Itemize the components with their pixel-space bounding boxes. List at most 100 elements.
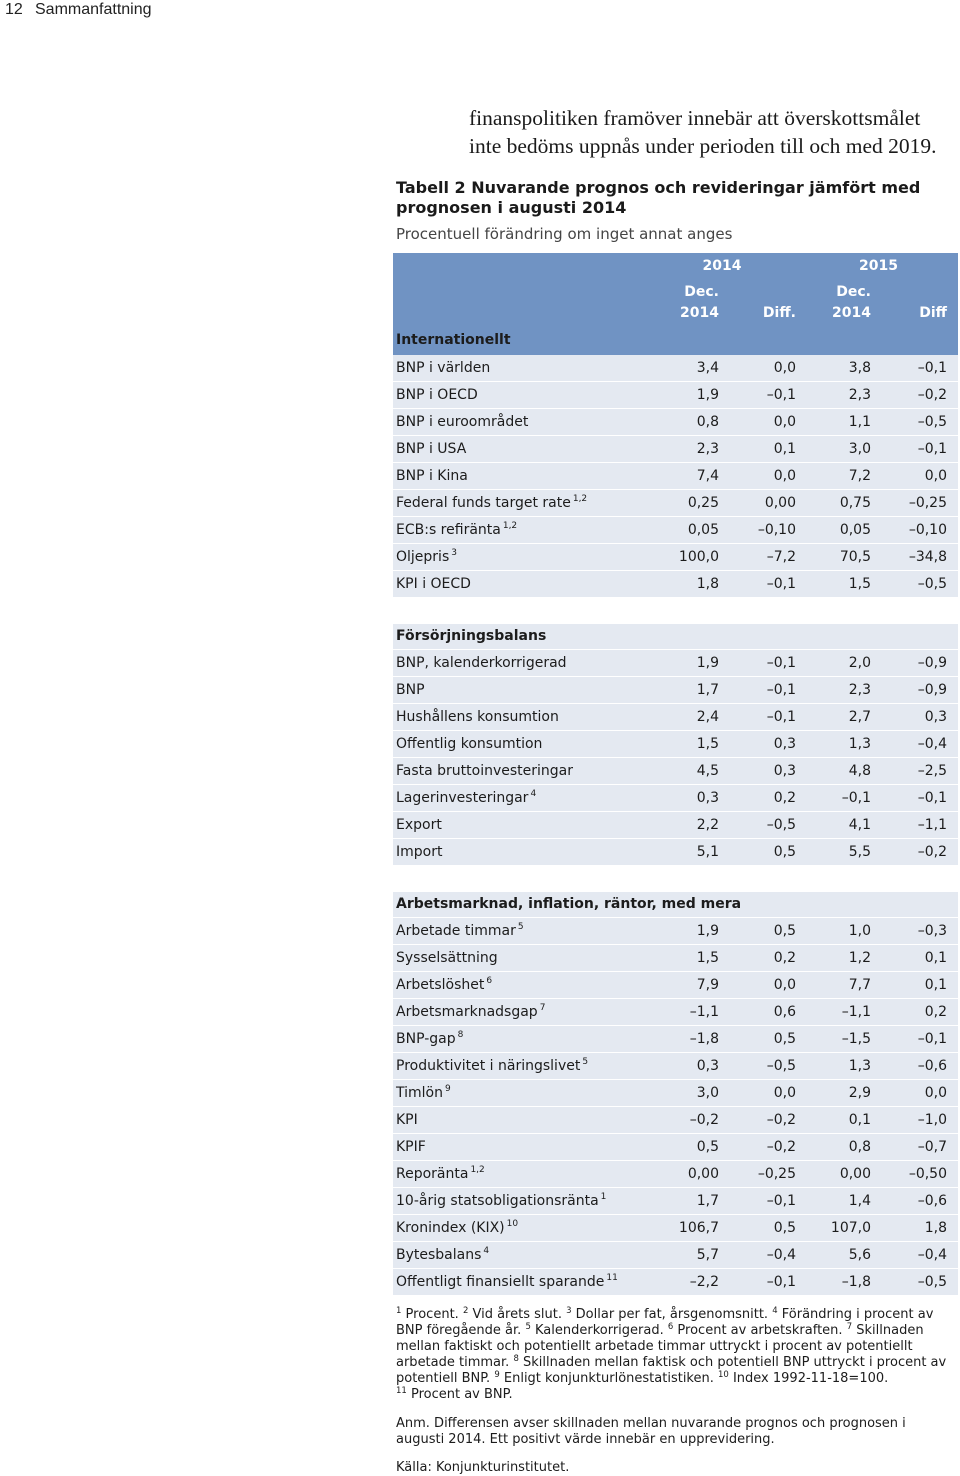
value-2015-diff: 0,3 <box>924 709 947 725</box>
section-title: Internationellt <box>396 332 511 348</box>
value-2014-diff: 0,0 <box>773 468 796 484</box>
value-2015-dec: 2,3 <box>848 682 871 698</box>
footnote-line: 11 Procent av BNP. <box>396 1387 946 1403</box>
footnote-number: 8 <box>513 1354 519 1364</box>
footnote-line: arbetade timmar. 8 Skillnaden mellan fak… <box>396 1355 946 1371</box>
value-2015-diff: 0,2 <box>924 1004 947 1020</box>
col-header-2015-dec: Dec. 2014 <box>799 253 874 355</box>
value-2015-dec: 2,7 <box>848 709 871 725</box>
table-row: KPIF 0,5 –0,2 0,8 –0,7 <box>393 1134 958 1161</box>
value-2014-diff: 0,6 <box>773 1004 796 1020</box>
value-2014-diff: –0,25 <box>757 1166 796 1182</box>
value-2014-diff: –0,10 <box>757 522 796 538</box>
row-label-cell: Arbetslöshet 6 <box>393 972 645 998</box>
value-2014-diff: 0,3 <box>773 763 796 779</box>
value-2015-diff: 0,0 <box>924 1085 947 1101</box>
row-label-cell: Export <box>393 812 645 838</box>
footnote-ref: 6 <box>486 976 493 986</box>
value-2014-dec: 1,9 <box>696 387 719 403</box>
row-label: Timlön <box>396 1085 443 1101</box>
row-label: 10-årig statsobligationsränta <box>396 1193 599 1209</box>
footnote-ref: 1,2 <box>572 494 588 504</box>
footnote-ref: 7 <box>539 1003 546 1013</box>
row-label: Fasta bruttoinvesteringar <box>396 763 574 779</box>
value-2014-diff: –0,1 <box>766 576 796 592</box>
footnote-ref: 5 <box>517 922 524 932</box>
table-row: Export 2,2 –0,5 4,1 –1,1 <box>393 812 958 839</box>
footnote-text: Enligt konjunkturlönestatistiken. <box>499 1371 718 1386</box>
value-2015-dec: 107,0 <box>830 1220 871 1236</box>
section-name: Sammanfattning <box>35 1 152 18</box>
value-2014-diff: 0,2 <box>773 950 796 966</box>
footnote-text: Procent av BNP. <box>406 1387 513 1402</box>
value-2015-dec: 1,1 <box>848 414 871 430</box>
value-2015-dec: 0,00 <box>839 1166 871 1182</box>
value-2014-dec: 5,1 <box>696 844 719 860</box>
value-2014-dec: 0,3 <box>696 790 719 806</box>
row-label: Offentlig konsumtion <box>396 736 543 752</box>
footnote-number: 1 <box>396 1306 402 1316</box>
value-2015-diff: –34,8 <box>908 549 947 565</box>
row-label-cell: BNP i OECD <box>393 382 645 408</box>
footnote-ref: 10 <box>506 1219 519 1229</box>
footnote-ref: 9 <box>444 1084 451 1094</box>
value-2014-diff: 0,0 <box>773 414 796 430</box>
value-2015-dec: 0,75 <box>839 495 871 511</box>
row-label: Federal funds target rate <box>396 495 571 511</box>
row-label-cell: BNP, kalenderkorrigerad <box>393 650 645 676</box>
row-label: Kronindex (KIX) <box>396 1220 505 1236</box>
row-label: Produktivitet i näringslivet <box>396 1058 581 1074</box>
footnote-ref: 4 <box>483 1246 490 1256</box>
value-2014-dec: 3,4 <box>696 360 719 376</box>
table-row: BNP i euroområdet 0,8 0,0 1,1 –0,5 <box>393 409 958 436</box>
footnote-ref: 5 <box>582 1057 589 1067</box>
row-label: BNP i USA <box>396 441 467 457</box>
table-row: Federal funds target rate 1,2 0,25 0,00 0,75… <box>393 490 958 517</box>
value-2015-dec: 70,5 <box>839 549 871 565</box>
footnote-ref: 11 <box>606 1273 618 1283</box>
table-row: Fasta bruttoinvesteringar 4,5 0,3 4,8 –2,5 <box>393 758 958 785</box>
table-row: BNP 1,7 –0,1 2,3 –0,9 <box>393 677 958 704</box>
row-label-cell: Offentlig konsumtion <box>393 731 645 757</box>
section-spacer <box>393 598 958 624</box>
table-note: Anm. Differensen avser skillnaden mellan… <box>396 1416 906 1448</box>
row-label: BNP i OECD <box>396 387 478 403</box>
value-2015-dec: 7,7 <box>848 977 871 993</box>
value-2015-diff: –0,2 <box>917 387 947 403</box>
footnote-line: 1 Procent. 2 Vid årets slut. 3 Dollar pe… <box>396 1307 946 1323</box>
value-2014-diff: –0,4 <box>766 1247 796 1263</box>
value-2014-dec: 5,7 <box>696 1247 719 1263</box>
value-2015-diff: –0,5 <box>917 414 947 430</box>
col-header-2015-diff: Diff <box>874 253 958 355</box>
value-2015-diff: –0,4 <box>917 1247 947 1263</box>
row-label: KPI i OECD <box>396 576 471 592</box>
value-2014-dec: –1,1 <box>689 1004 719 1020</box>
value-2015-diff: 0,0 <box>924 468 947 484</box>
table-row: BNP i USA 2,3 0,1 3,0 –0,1 <box>393 436 958 463</box>
value-2014-diff: 0,5 <box>773 1220 796 1236</box>
value-2015-dec: 4,8 <box>848 763 871 779</box>
table-row: Timlön 9 3,0 0,0 2,9 0,0 <box>393 1080 958 1107</box>
value-2014-diff: –0,5 <box>766 1058 796 1074</box>
value-2014-dec: 7,9 <box>696 977 719 993</box>
footnote-ref: 1,2 <box>502 521 518 531</box>
table-row: Offentligt finansiellt sparande 11 –2,2 –0,… <box>393 1269 958 1296</box>
table-body: BNP i världen 3,4 0,0 3,8 –0,1 BNP i OECD 1,9 –… <box>393 355 958 1296</box>
col-header-2014-dec: Dec. 2014 <box>645 253 722 355</box>
table-title-line: Tabell 2 Nuvarande prognos och reviderin… <box>396 178 921 197</box>
value-2014-diff: 0,5 <box>773 844 796 860</box>
value-2015-diff: –0,1 <box>917 441 947 457</box>
table-row: KPI i OECD 1,8 –0,1 1,5 –0,5 <box>393 571 958 598</box>
footnote-text: Dollar per fat, årsgenomsnitt. <box>571 1307 773 1322</box>
section-title-row: Arbetsmarknad, inflation, räntor, med me… <box>393 892 958 918</box>
row-label-cell: BNP i världen <box>393 355 645 381</box>
row-label-cell: KPI i OECD <box>393 571 645 597</box>
row-label: BNP i euroområdet <box>396 414 529 430</box>
value-2014-dec: –1,8 <box>689 1031 719 1047</box>
body-paragraph: finanspolitiken framöver innebär att öve… <box>469 104 937 160</box>
col-header-line: Diff <box>919 305 947 321</box>
value-2015-dec: –1,8 <box>841 1274 871 1290</box>
value-2015-dec: 2,0 <box>848 655 871 671</box>
value-2015-dec: 1,2 <box>848 950 871 966</box>
footnote-text: arbetade timmar. <box>396 1355 514 1370</box>
